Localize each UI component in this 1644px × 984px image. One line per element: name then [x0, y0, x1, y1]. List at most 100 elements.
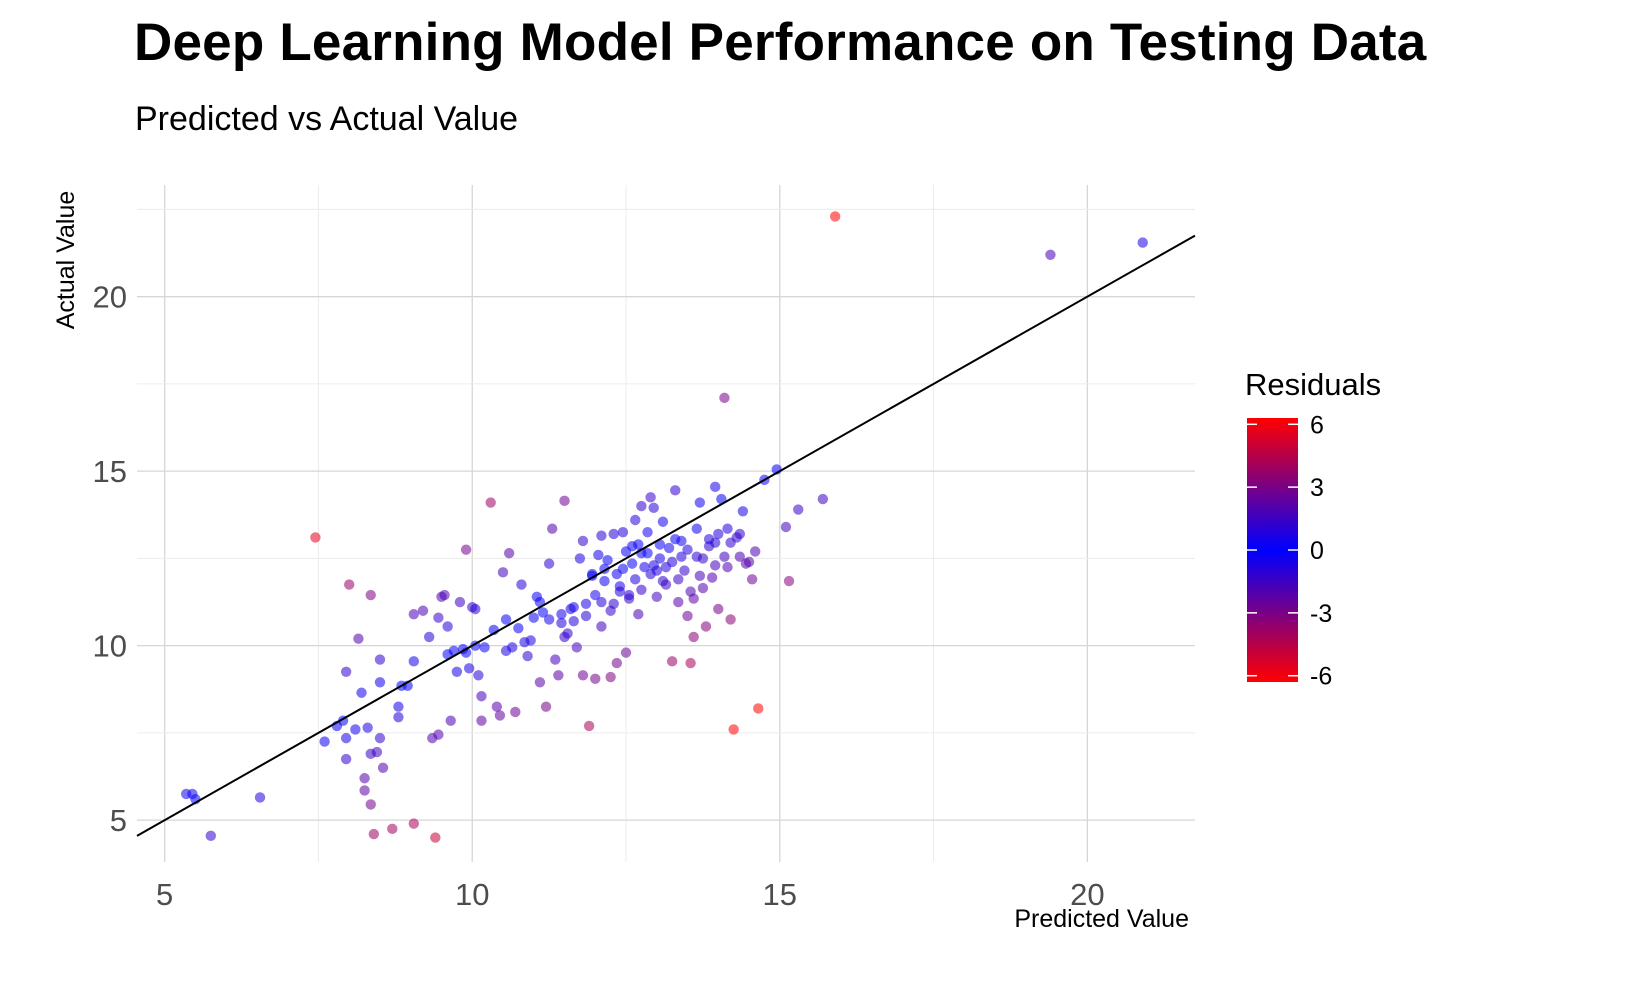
data-point [605, 671, 616, 683]
data-point [725, 614, 736, 625]
data-point [593, 549, 604, 561]
data-point [417, 605, 429, 616]
legend-tick-label: 6 [1310, 411, 1324, 439]
data-point [590, 673, 601, 684]
y-tick-label: 5 [110, 803, 127, 838]
data-point [719, 392, 730, 404]
data-point [734, 528, 746, 540]
data-point [423, 631, 435, 643]
data-point [716, 493, 727, 505]
data-point [359, 785, 370, 796]
data-point [630, 514, 641, 526]
data-point [374, 654, 386, 665]
data-point [602, 554, 613, 566]
data-point [537, 607, 549, 618]
data-point [479, 642, 490, 653]
data-point [673, 574, 684, 585]
data-point [393, 711, 404, 723]
data-point [571, 642, 583, 653]
data-point [568, 616, 579, 627]
data-point [371, 746, 383, 758]
data-point [550, 654, 561, 665]
data-point [654, 539, 666, 550]
data-point [753, 703, 764, 714]
data-point [442, 621, 453, 632]
data-point [706, 572, 718, 583]
data-point [408, 656, 420, 667]
legend-tick-label: -6 [1310, 663, 1332, 691]
data-point [737, 506, 749, 517]
data-point [630, 574, 641, 585]
data-point [608, 528, 619, 540]
data-point [353, 633, 364, 644]
data-point [556, 609, 567, 620]
data-point [430, 832, 441, 843]
data-point [510, 706, 521, 718]
data-point [543, 558, 555, 569]
data-point [599, 575, 610, 587]
data-point [694, 570, 706, 582]
y-tick-label: 10 [93, 629, 127, 664]
data-point [1045, 249, 1056, 260]
legend-tick-label: 0 [1310, 537, 1324, 565]
data-point [522, 650, 533, 662]
data-point [408, 818, 420, 829]
data-point [374, 677, 386, 688]
data-point [377, 762, 389, 773]
data-point [719, 551, 730, 562]
data-point [528, 612, 539, 623]
data-point [722, 561, 733, 573]
data-point [611, 568, 622, 580]
data-point [319, 736, 330, 747]
data-point [534, 596, 546, 608]
data-point [374, 732, 386, 744]
data-point [666, 656, 678, 667]
y-axis-title: Actual Value [52, 191, 80, 330]
legend-tick-label: 3 [1310, 474, 1324, 502]
data-point [633, 609, 644, 620]
data-point [365, 589, 376, 601]
data-point [368, 828, 380, 840]
data-point [547, 523, 558, 534]
data-point [596, 530, 607, 541]
data-point [697, 553, 709, 564]
data-point [710, 537, 721, 548]
data-point [350, 724, 361, 735]
data-point [670, 485, 681, 496]
data-point [445, 715, 456, 726]
data-point [574, 553, 586, 564]
y-tick-label: 15 [93, 454, 127, 489]
data-point [310, 532, 321, 543]
grid-lines [137, 185, 1195, 862]
data-point [580, 598, 592, 609]
data-point [500, 645, 512, 657]
data-point [543, 614, 555, 625]
data-point [408, 609, 420, 620]
y-tick-label: 20 [93, 280, 127, 315]
data-point [749, 546, 761, 557]
data-point [476, 715, 487, 726]
data-point [577, 535, 589, 547]
data-point [636, 584, 647, 596]
data-point [639, 561, 650, 573]
data-point [513, 622, 524, 634]
data-point [623, 589, 635, 601]
data-point [439, 589, 450, 601]
x-tick-label: 20 [1070, 877, 1104, 912]
data-point [676, 551, 687, 562]
data-point [344, 579, 355, 590]
data-point [648, 502, 659, 513]
data-point [734, 551, 746, 562]
data-point [583, 720, 595, 732]
data-point [451, 666, 463, 678]
data-point [365, 799, 376, 810]
data-point [605, 605, 616, 616]
data-point [710, 481, 721, 493]
data-point [519, 636, 530, 648]
data-point [740, 558, 752, 569]
data-point [596, 596, 607, 608]
data-point [516, 579, 527, 590]
data-point [673, 596, 684, 608]
reference-line-group [136, 234, 1196, 837]
